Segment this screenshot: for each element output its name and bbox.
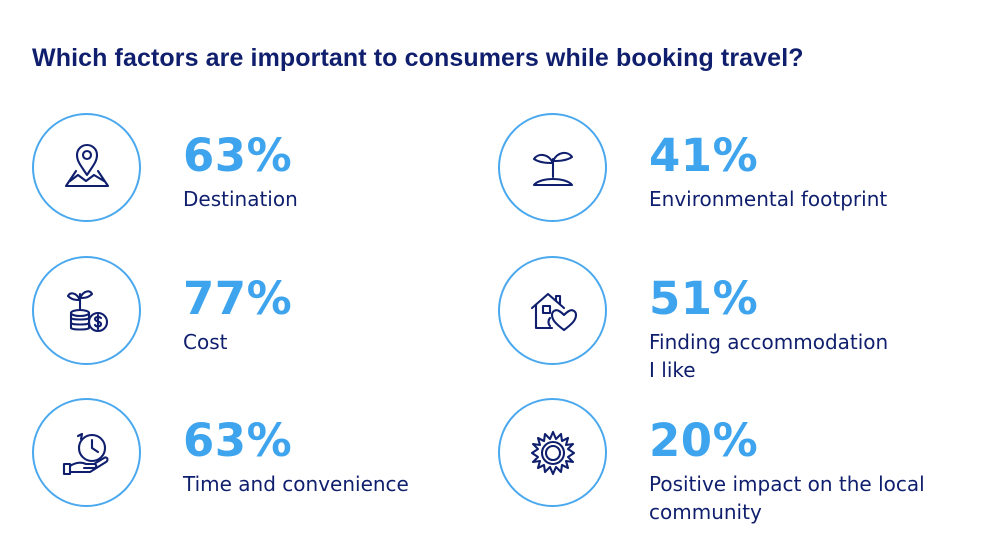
factor-label-line: Finding accommodation xyxy=(649,330,889,354)
factor-percent: 20% xyxy=(649,414,759,467)
map-pin-icon xyxy=(64,143,110,188)
icon-circle xyxy=(498,113,607,222)
icon-circle xyxy=(32,398,141,507)
factor-label: Destination xyxy=(183,187,298,211)
icon-circle xyxy=(498,398,607,507)
factor-percent: 41% xyxy=(649,129,759,182)
factor-label-line: I like xyxy=(649,358,696,382)
clock-hand-icon xyxy=(62,432,109,476)
factor-percent: 51% xyxy=(649,272,759,325)
page-title: Which factors are important to consumers… xyxy=(32,44,804,72)
factor-percent: 63% xyxy=(183,414,293,467)
factor-label: Positive impact on the local community xyxy=(649,470,925,526)
factor-label: Time and convenience xyxy=(183,472,409,496)
factor-percent: 77% xyxy=(183,272,293,325)
icon-circle xyxy=(32,113,141,222)
house-heart-icon xyxy=(530,292,578,332)
factor-label-line: community xyxy=(649,500,762,524)
factor-label-line: Positive impact on the local xyxy=(649,472,925,496)
sun-icon xyxy=(530,430,576,476)
icon-circle xyxy=(498,256,607,365)
icon-circle xyxy=(32,256,141,365)
factor-label: Environmental footprint xyxy=(649,187,888,211)
coins-plant-icon xyxy=(66,290,109,333)
sprout-island-icon xyxy=(532,151,574,187)
factor-percent: 63% xyxy=(183,129,293,182)
factor-label: Cost xyxy=(183,330,228,354)
factor-label: Finding accommodation I like xyxy=(649,328,888,384)
